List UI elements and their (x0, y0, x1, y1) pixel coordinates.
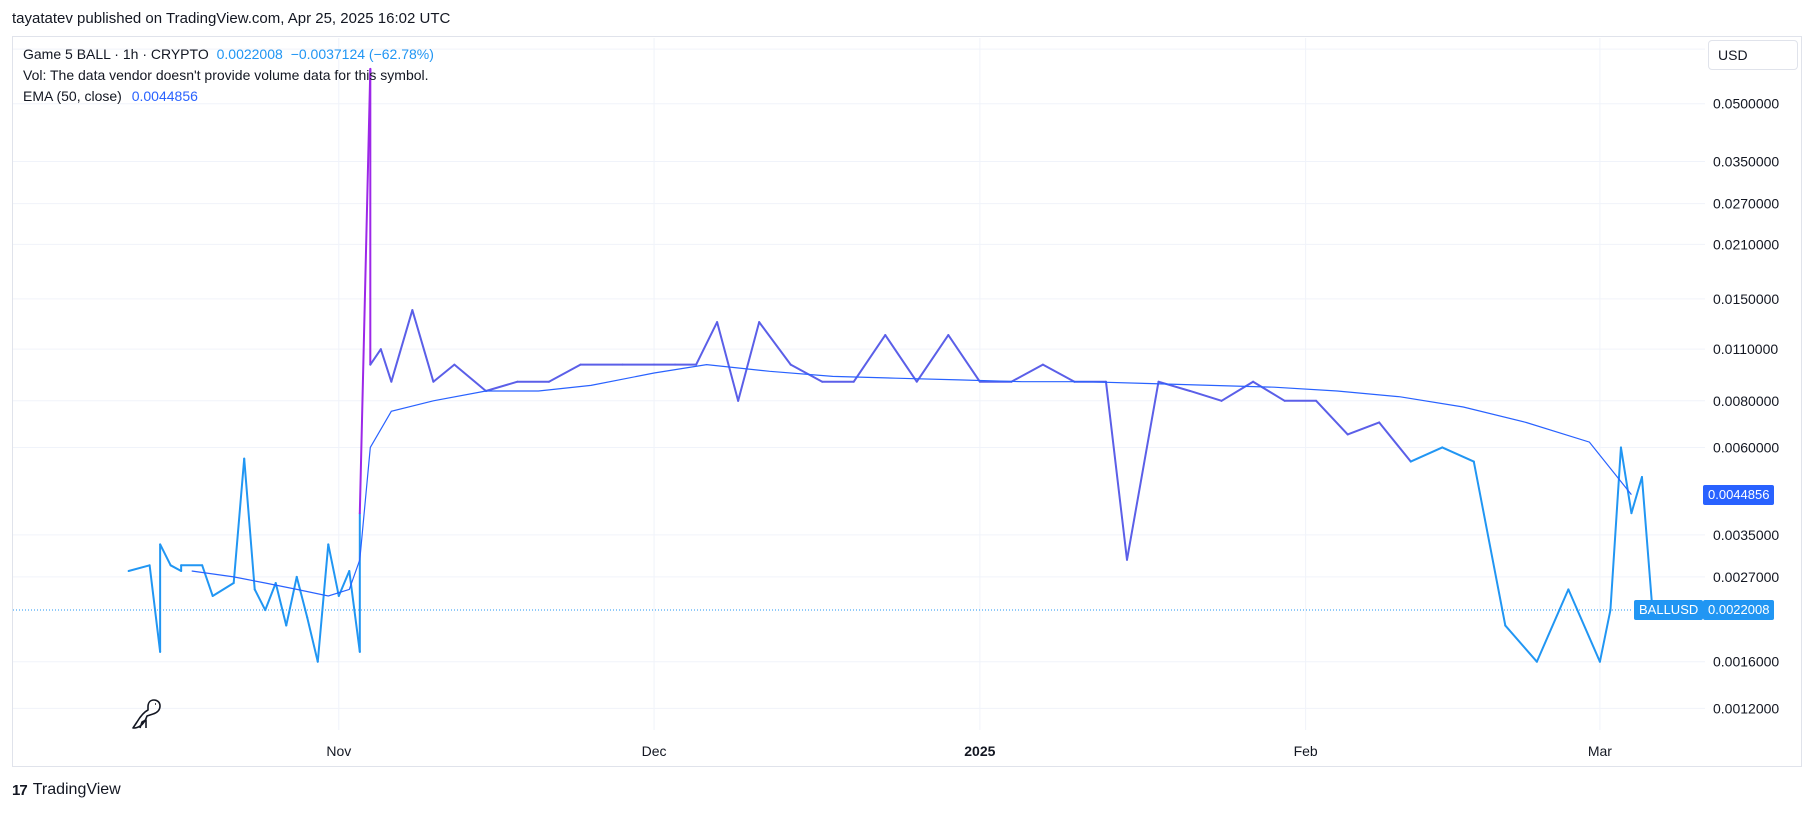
price-segment-5 (169, 564, 183, 572)
legend-symbol-row[interactable]: Game 5 BALL · 1h · CRYPTO 0.0022008 −0.0… (23, 44, 434, 65)
chart-grid (13, 38, 1705, 730)
y-tick-label-7: 0.0080000 (1713, 393, 1779, 409)
price-segment-63 (1441, 446, 1475, 463)
price-segment-25 (369, 348, 382, 366)
price-segment-67 (1567, 588, 1601, 663)
price-segment-15 (285, 575, 298, 627)
y-tick-label-4: 0.0210000 (1713, 236, 1779, 252)
price-segment-8 (201, 564, 214, 597)
legend-volume-note: Vol: The data vendor doesn't provide vol… (23, 67, 429, 83)
price-segment-28 (411, 309, 435, 383)
price-segment-41 (758, 321, 792, 366)
price-segment-17 (306, 616, 319, 663)
price-segment-19 (327, 543, 340, 597)
publisher-line: tayatatev published on TradingView.com, … (12, 10, 451, 27)
price-segment-68 (1598, 609, 1612, 663)
price-segment-21 (348, 569, 361, 653)
price-segment-47 (947, 334, 981, 383)
price-segment-64 (1472, 460, 1507, 627)
price-segment-65 (1504, 624, 1538, 663)
y-tick-label-1: 0.0500000 (1713, 96, 1779, 112)
legend-change: −0.0037124 (−62.78%) (290, 46, 434, 62)
price-segment-50 (1041, 363, 1076, 383)
price-segment-69 (1609, 446, 1622, 612)
price-segment-61 (1378, 421, 1412, 463)
price-segment-56 (1220, 380, 1255, 402)
price-segment-23 (358, 67, 372, 515)
price-segment-4 (159, 543, 172, 567)
price-segment-60 (1346, 421, 1381, 436)
price-segment-40 (737, 321, 761, 402)
x-tick-label-4: Mar (1588, 743, 1612, 759)
footer-brand-text: TradingView (32, 781, 121, 798)
x-tick-label-2: 2025 (964, 743, 995, 759)
dino-icon[interactable] (132, 699, 161, 729)
price-segment-30 (453, 363, 487, 392)
ema-price-badge: 0.0044856 (1703, 484, 1775, 505)
y-tick-label-6: 0.0110000 (1713, 341, 1778, 357)
price-segment-55 (1189, 389, 1223, 402)
price-segment-2 (148, 564, 162, 653)
y-tick-label-8: 0.0060000 (1713, 439, 1779, 455)
price-segment-71 (1630, 476, 1643, 515)
price-segment-31 (484, 380, 519, 392)
price-segment-12 (253, 588, 267, 612)
price-segment-44 (852, 334, 887, 383)
symbol-description: Game 5 BALL · 1h · CRYPTO (23, 46, 209, 62)
price-segment-33 (547, 363, 582, 383)
ema-value: 0.0044856 (131, 88, 198, 104)
price-segment-46 (915, 334, 950, 383)
price-segment-27 (390, 309, 414, 383)
price-segment-57 (1252, 380, 1286, 402)
price-segment-70 (1619, 446, 1633, 515)
x-tick-label-1: Dec (642, 743, 667, 759)
y-tick-label-11: 0.0016000 (1713, 654, 1779, 670)
price-segment-18 (316, 543, 330, 663)
price-segment-53 (1125, 380, 1160, 561)
price-segment-14 (274, 582, 288, 627)
price-segment-39 (716, 321, 740, 402)
y-tick-label-5: 0.0150000 (1713, 291, 1779, 307)
y-tick-label-3: 0.0270000 (1713, 196, 1779, 212)
legend-last-price: 0.0022008 (216, 46, 283, 62)
last-price-badge: 0.0022008 (1703, 600, 1775, 621)
price-segment-52 (1104, 380, 1128, 561)
price-segment-13 (264, 582, 277, 612)
chart-series (13, 67, 1654, 663)
price-segment-42 (789, 363, 824, 383)
chart-frame (12, 36, 1802, 767)
y-tick-label-12: 0.0012000 (1713, 700, 1779, 716)
price-segment-49 (1010, 363, 1044, 383)
price-segment-45 (884, 334, 918, 383)
y-tick-label-2: 0.0350000 (1713, 154, 1779, 170)
footer-brand[interactable]: 17 TradingView (12, 781, 121, 799)
currency-button[interactable]: USD (1708, 40, 1798, 70)
y-tick-label-10: 0.0027000 (1713, 569, 1779, 585)
price-segment-66 (1535, 588, 1570, 663)
chart-legend: Game 5 BALL · 1h · CRYPTO 0.0022008 −0.0… (23, 44, 434, 107)
price-segment-38 (695, 321, 719, 366)
time-axis: Nov Dec 2025 Feb Mar (326, 743, 1612, 759)
price-segment-10 (232, 457, 246, 585)
ema-line (191, 363, 1632, 597)
y-tick-label-9: 0.0035000 (1713, 527, 1779, 543)
price-segment-29 (432, 363, 456, 383)
price-segment-9 (211, 582, 235, 597)
tradingview-logo-icon: 17 (12, 781, 28, 799)
x-tick-label-0: Nov (326, 743, 351, 759)
price-segment-59 (1315, 399, 1349, 436)
price-segment-16 (295, 575, 309, 619)
price-segment-54 (1157, 380, 1192, 392)
price-segment-11 (243, 457, 256, 591)
price-segment-62 (1409, 446, 1444, 463)
legend-ema-row[interactable]: EMA (50, close) 0.0044856 (23, 86, 434, 107)
price-segment-72 (1640, 476, 1654, 612)
ema-label: EMA (50, close) (23, 88, 122, 104)
price-segment-26 (379, 348, 393, 383)
price-segment-1 (127, 564, 151, 572)
symbol-badge: BALLUSD (1634, 600, 1704, 621)
x-tick-label-3: Feb (1294, 743, 1318, 759)
